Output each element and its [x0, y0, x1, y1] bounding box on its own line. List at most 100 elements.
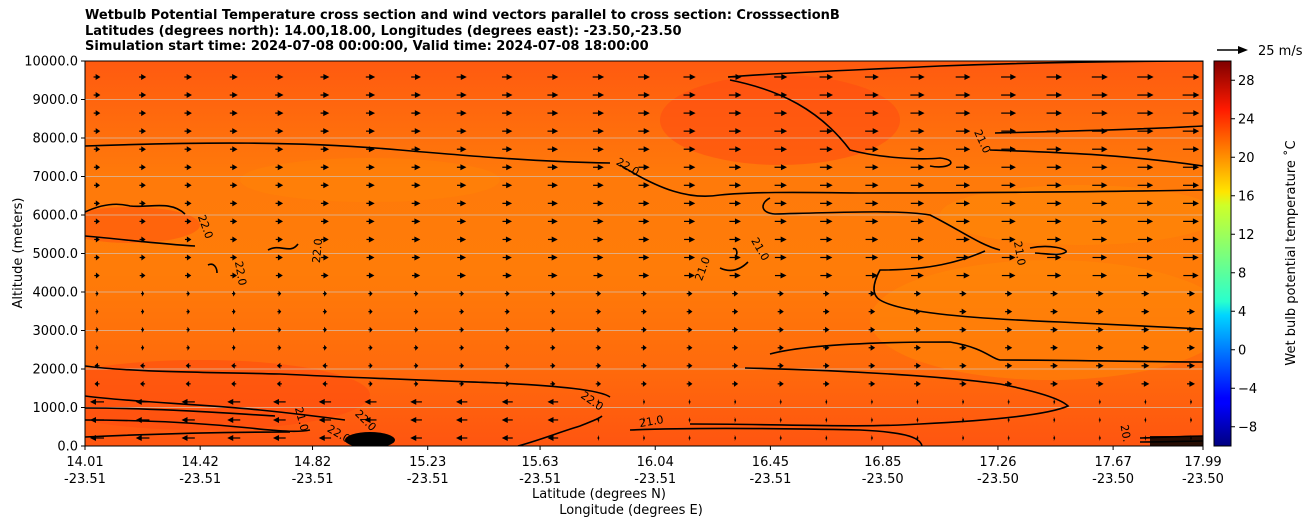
x-tick-label-lon: -23.50 [1092, 472, 1134, 487]
wind-vector-arrow [910, 92, 925, 99]
wind-vector-arrow [411, 272, 421, 279]
wind-vector-arrow [504, 308, 510, 315]
wind-vector-arrow [777, 380, 784, 387]
colorbar-tick-label: 8 [1238, 266, 1246, 281]
chart-title: Wetbulb Potential Temperature cross sect… [85, 8, 840, 55]
wind-vector-arrow [638, 146, 650, 153]
wind-vector-arrow [1187, 344, 1195, 351]
wind-vector-arrow [684, 272, 695, 279]
wind-vector-arrow [956, 164, 971, 171]
wind-vector-arrow [95, 290, 99, 297]
wind-vector-arrow [732, 380, 739, 387]
wind-vector-arrow [1098, 416, 1101, 423]
wind-vector-arrow [1046, 110, 1062, 117]
wind-vector-arrow [184, 182, 192, 189]
wind-vector-arrow [868, 344, 876, 351]
wind-vector-arrow [1141, 290, 1150, 297]
wind-vector-arrow [774, 92, 788, 99]
y-tick-label: 1000.0 [33, 401, 79, 416]
wind-vector-arrow [547, 435, 559, 441]
wind-vector-arrow [593, 254, 604, 261]
wind-vector-arrow [910, 146, 925, 153]
x-axis-label-latitude: Latitude (degrees N) [532, 487, 666, 502]
wind-vector-arrow [95, 344, 99, 351]
colorbar-tick-label: 4 [1238, 305, 1246, 320]
wind-vector-arrow [230, 182, 238, 189]
wind-vector-arrow [910, 182, 925, 189]
wind-vector-arrow [457, 218, 467, 225]
wind-vector-arrow [1190, 398, 1192, 405]
wind-vector-arrow [779, 416, 782, 423]
wind-vector-arrow [638, 128, 650, 135]
wind-vector-arrow [547, 416, 559, 423]
wind-vector-arrow [819, 164, 833, 171]
wind-vector-arrow [641, 326, 647, 333]
y-tick-label: 0.0 [57, 440, 78, 455]
y-tick-label: 2000.0 [33, 363, 79, 378]
wind-vector-arrow [1001, 200, 1016, 207]
wind-vector-arrow [411, 146, 421, 153]
wind-vector-arrow [139, 164, 146, 171]
wind-vector-arrow [777, 290, 784, 297]
wind-vector-arrow [547, 110, 559, 117]
y-tick-label: 9000.0 [33, 93, 79, 108]
wind-vector-arrow [684, 254, 696, 261]
wind-vector-arrow [366, 254, 375, 261]
x-tick-label-lon: -23.51 [64, 472, 106, 487]
wind-vector-arrow [1096, 308, 1104, 315]
wind-vector-arrow [504, 326, 510, 333]
wind-vector-arrow [550, 290, 556, 297]
quiver-key-label: 25 m/s [1258, 44, 1303, 59]
wind-vector-arrow [456, 435, 468, 441]
wind-vector-arrow [683, 110, 696, 117]
wind-vector-arrow [1182, 146, 1200, 153]
wind-vector-arrow [547, 128, 559, 135]
contour-line [1029, 245, 1067, 256]
wind-vector-arrow [277, 344, 282, 351]
wind-vector-arrow [1001, 110, 1017, 117]
wind-vector-arrow [139, 218, 146, 225]
wind-vector-arrow [865, 236, 879, 243]
wind-vector-arrow [230, 236, 238, 243]
wind-vector-arrow [641, 308, 647, 315]
wind-vector-arrow [94, 272, 100, 279]
wind-vector-arrow [955, 92, 971, 99]
wind-vector-arrow [1098, 398, 1101, 405]
wind-vector-arrow [139, 182, 146, 189]
wind-vector-arrow [366, 146, 375, 153]
wind-vector-arrow [1182, 164, 1200, 171]
y-tick-label: 3000.0 [33, 324, 79, 339]
wind-vector-arrow [729, 182, 742, 189]
wind-vector-arrow [322, 326, 327, 333]
wind-vector-arrow [592, 128, 604, 135]
wind-vector-arrow [273, 416, 286, 423]
wind-vector-arrow [366, 200, 375, 207]
wind-vector-arrow [638, 110, 650, 117]
contour-line [517, 415, 603, 446]
wind-vector-arrow [1092, 200, 1108, 207]
x-tick-label-lon: -23.51 [749, 472, 791, 487]
wind-vector-arrow [825, 416, 828, 423]
wind-vector-arrow [779, 435, 782, 441]
wind-vector-arrow [318, 435, 332, 441]
wind-vector-arrow [823, 308, 830, 315]
wind-vector-arrow [870, 398, 873, 405]
wind-vector-arrow [184, 74, 193, 80]
wind-vector-arrow [181, 398, 195, 405]
wind-vector-arrow [413, 308, 419, 315]
wind-vector-arrow [366, 182, 375, 189]
wind-vector-arrow [230, 254, 238, 261]
contour-line [729, 79, 952, 168]
wind-vector-arrow [1050, 290, 1058, 297]
wind-vector-arrow [413, 290, 419, 297]
wind-vector-arrow [184, 92, 192, 99]
wind-vector-arrow [184, 164, 192, 171]
wind-vector-arrow [322, 362, 328, 369]
wind-vector-arrow [230, 200, 238, 207]
wind-vector-arrow [502, 182, 513, 189]
wind-vector-arrow [865, 110, 879, 117]
wind-vector-arrow [548, 272, 558, 279]
temperature-field-patches [85, 75, 1203, 446]
wind-vector-arrow [501, 398, 513, 405]
wind-vector-arrow [688, 398, 691, 405]
